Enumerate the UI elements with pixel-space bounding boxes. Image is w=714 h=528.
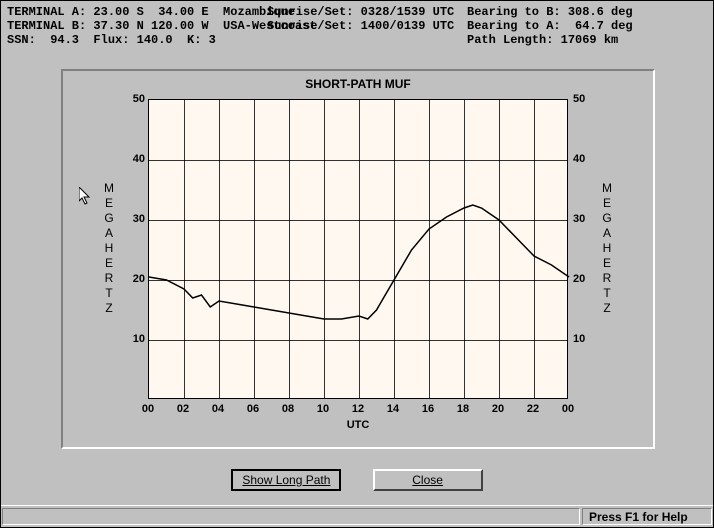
y-axis-label-left: MEGAHERTZ [103, 181, 115, 316]
sunrise-b: Sunrise/Set: 1400/0139 UTC [267, 19, 467, 33]
muf-line-series [149, 100, 567, 398]
x-axis-label: UTC [63, 419, 653, 431]
header-info: TERMINAL A: 23.00 S 34.00 E Mozambique S… [1, 1, 713, 49]
path-length: Path Length: 17069 km [467, 33, 707, 47]
status-left [2, 508, 580, 525]
plot-area [148, 99, 568, 399]
solar-params: SSN: 94.3 Flux: 140.0 K: 3 [7, 33, 267, 47]
button-row: Show Long Path Close [1, 469, 713, 491]
bearing-to-a: Bearing to A: 64.7 deg [467, 19, 707, 33]
bearing-to-b: Bearing to B: 308.6 deg [467, 5, 707, 19]
show-long-path-button[interactable]: Show Long Path [231, 469, 341, 491]
y-axis-label-right: MEGAHERTZ [601, 181, 613, 316]
chart-panel: SHORT-PATH MUF MEGAHERTZ MEGAHERTZ UTC 1… [61, 69, 655, 449]
sunrise-a: Sunrise/Set: 0328/1539 UTC [267, 5, 467, 19]
row3-mid [267, 33, 467, 47]
close-button[interactable]: Close [373, 469, 483, 491]
status-help: Press F1 for Help [582, 508, 712, 525]
status-bar: Press F1 for Help [1, 505, 713, 527]
chart-title: SHORT-PATH MUF [63, 77, 653, 91]
terminal-a-info: TERMINAL A: 23.00 S 34.00 E Mozambique [7, 5, 267, 19]
terminal-b-info: TERMINAL B: 37.30 N 120.00 W USA-Westcoa… [7, 19, 267, 33]
